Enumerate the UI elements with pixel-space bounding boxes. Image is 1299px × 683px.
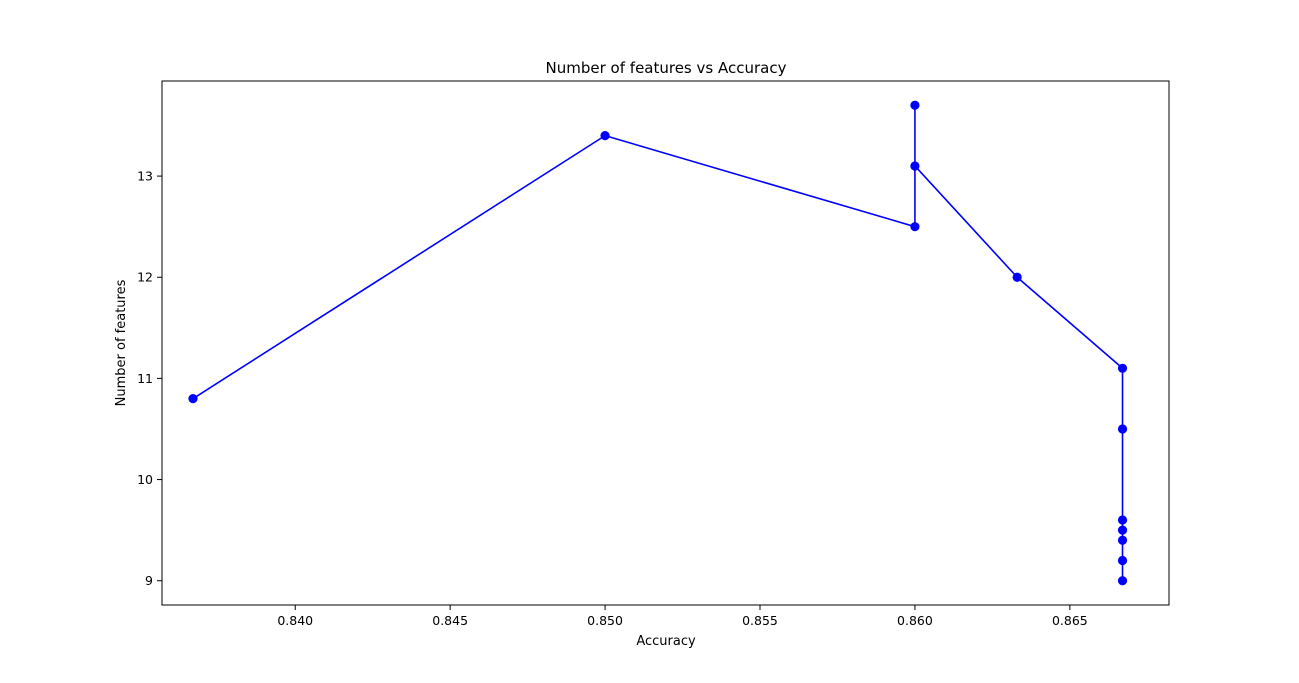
x-axis-label: Accuracy [636, 634, 696, 649]
data-point [1117, 535, 1128, 545]
data-point [1012, 272, 1022, 282]
x-tick-label: 0.850 [587, 613, 623, 628]
data-point [1117, 363, 1128, 373]
data-point [910, 222, 920, 232]
data-point [600, 131, 610, 141]
y-tick-label: 11 [137, 371, 153, 386]
y-axis-label: Number of features [114, 279, 129, 406]
x-tick-label: 0.855 [742, 613, 778, 628]
data-point [1117, 576, 1128, 586]
series-group [188, 100, 1128, 586]
data-point [188, 394, 198, 404]
y-tick-label: 12 [137, 270, 153, 285]
y-tick-label: 13 [137, 169, 153, 184]
data-point [1117, 555, 1128, 566]
data-point [910, 100, 920, 110]
y-axis-ticks: 9 10 11 12 13 [137, 169, 162, 588]
x-tick-label: 0.840 [277, 613, 313, 628]
data-point [910, 161, 920, 171]
data-point [1117, 515, 1128, 525]
plot-frame [161, 80, 1170, 606]
x-tick-label: 0.845 [432, 613, 468, 628]
x-tick-label: 0.860 [897, 613, 933, 628]
data-point [1117, 525, 1128, 535]
data-point [1117, 424, 1128, 434]
chart-title: Number of features vs Accuracy [546, 59, 787, 77]
y-tick-label: 10 [137, 472, 153, 487]
x-axis-ticks: 0.840 0.845 0.850 0.855 0.860 0.865 [277, 605, 1088, 628]
x-tick-label: 0.865 [1052, 613, 1088, 628]
y-tick-label: 9 [145, 573, 153, 588]
